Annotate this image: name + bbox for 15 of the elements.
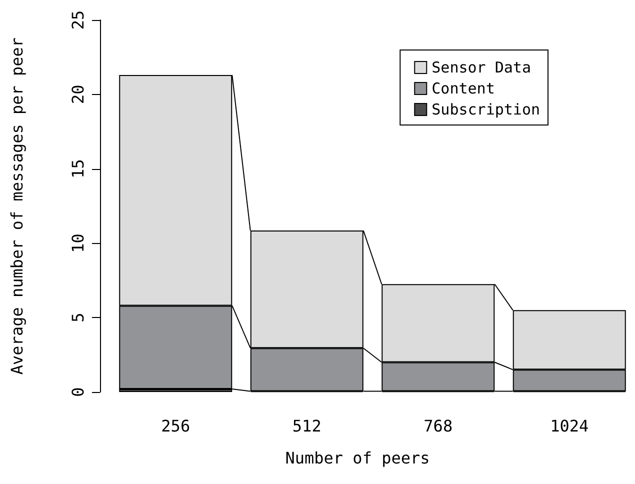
legend-label: Content <box>432 80 495 98</box>
legend-label: Sensor Data <box>432 58 531 76</box>
y-tick-label: 10 <box>68 234 88 253</box>
y-tick-label: 25 <box>68 10 88 30</box>
y-tick-label: 5 <box>68 312 88 322</box>
y-axis-title: Average number of messages per peer <box>8 37 26 375</box>
x-tick-label: 512 <box>292 416 322 436</box>
y-tick-label: 0 <box>68 387 88 397</box>
x-tick-label: 1024 <box>550 416 589 436</box>
x-tick-label: 768 <box>424 416 453 436</box>
x-tick-label: 256 <box>161 416 190 436</box>
x-axis-title: Number of peers <box>285 448 430 468</box>
y-tick-label: 15 <box>68 159 88 178</box>
legend-label: Subscription <box>432 100 540 118</box>
y-tick-label: 20 <box>68 84 88 104</box>
